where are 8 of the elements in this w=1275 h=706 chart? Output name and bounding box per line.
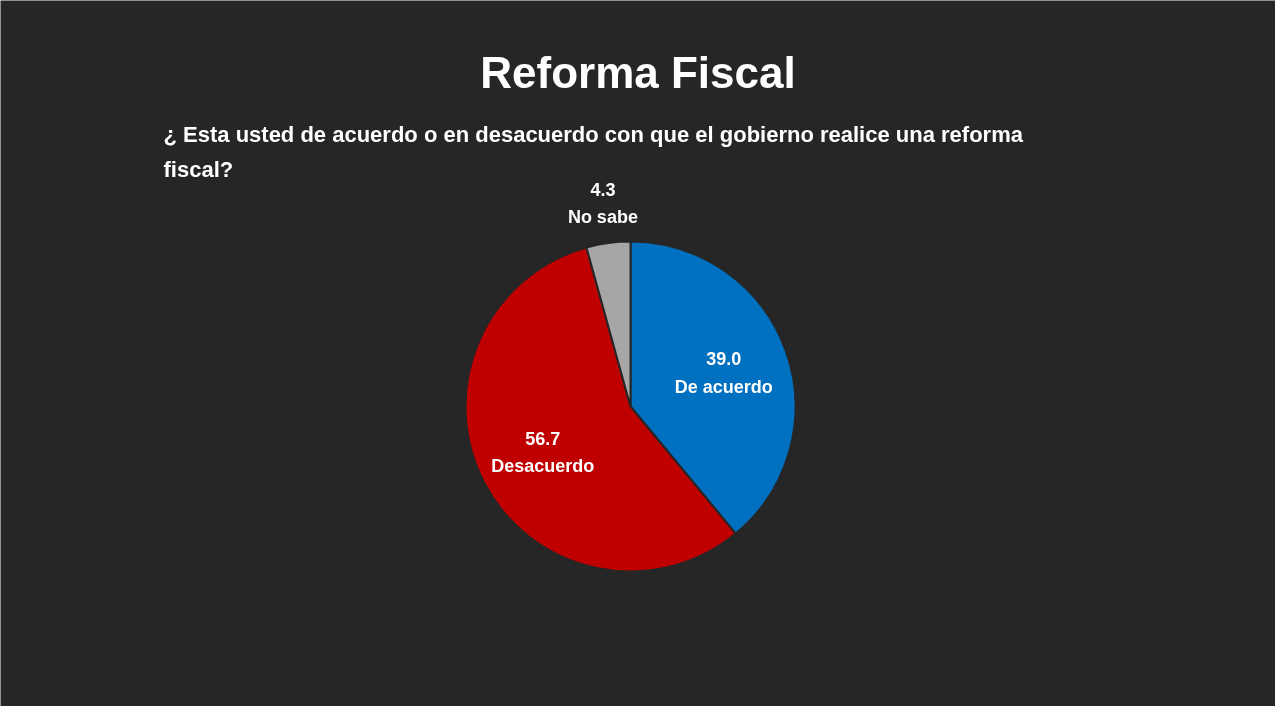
data-label: 56.7 bbox=[525, 428, 561, 449]
slice-label: No sabe bbox=[567, 207, 638, 228]
slice-label: De acuerdo bbox=[674, 376, 773, 397]
slice-label: Desacuerdo bbox=[491, 456, 595, 477]
data-label: 4.3 bbox=[590, 179, 616, 200]
data-label: 39.0 bbox=[706, 349, 742, 370]
chart-title: Reforma Fiscal bbox=[480, 48, 796, 97]
chart-subtitle: ¿ Esta usted de acuerdo o en desacuerdo con que el gobierno realice una reforma fiscal? bbox=[163, 122, 1024, 182]
